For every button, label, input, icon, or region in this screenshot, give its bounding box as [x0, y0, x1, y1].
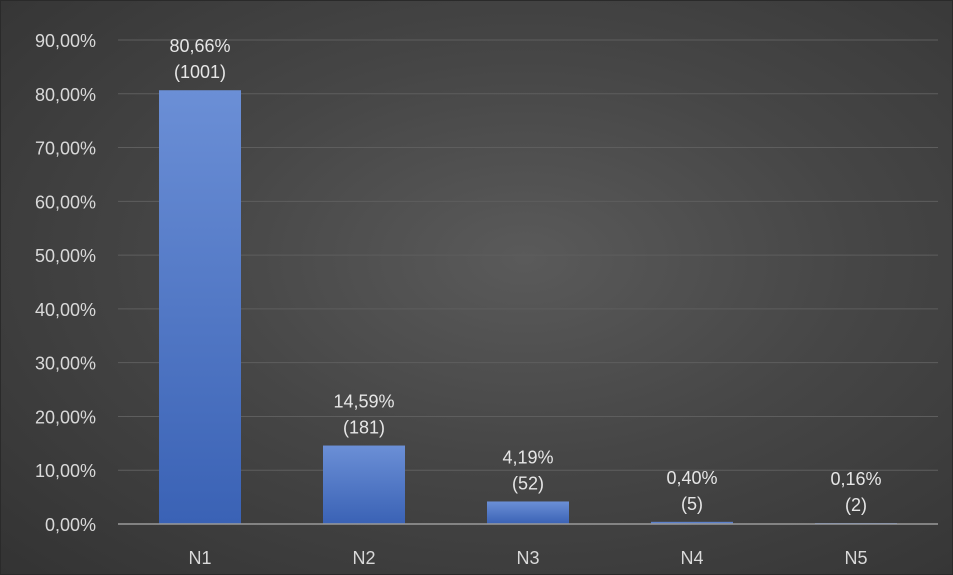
data-label-percent: 4,19%	[502, 447, 553, 467]
x-tick-label: N1	[188, 548, 211, 568]
x-tick-label: N5	[844, 548, 867, 568]
bar-n4	[651, 521, 733, 524]
y-tick-label: 0,00%	[45, 515, 96, 535]
y-tick-label: 90,00%	[35, 31, 96, 51]
data-label-percent: 80,66%	[169, 36, 230, 56]
y-tick-label: 10,00%	[35, 461, 96, 481]
data-label-percent: 14,59%	[333, 392, 394, 412]
y-tick-label: 40,00%	[35, 300, 96, 320]
y-tick-label: 70,00%	[35, 139, 96, 159]
y-tick-label: 50,00%	[35, 246, 96, 266]
data-label-count: (2)	[845, 495, 867, 515]
y-tick-label: 20,00%	[35, 407, 96, 427]
y-tick-label: 80,00%	[35, 85, 96, 105]
data-label-percent: 0,40%	[666, 468, 717, 488]
data-label-percent: 0,16%	[830, 469, 881, 489]
data-label-count: (1001)	[174, 62, 226, 82]
data-label-count: (181)	[343, 418, 385, 438]
bar-n1	[159, 90, 241, 524]
bar-n2	[323, 445, 405, 524]
x-tick-label: N4	[680, 548, 703, 568]
y-tick-label: 30,00%	[35, 354, 96, 374]
data-label-count: (5)	[681, 494, 703, 514]
x-tick-label: N2	[352, 548, 375, 568]
y-tick-label: 60,00%	[35, 192, 96, 212]
x-tick-label: N3	[516, 548, 539, 568]
data-label-count: (52)	[512, 473, 544, 493]
bar-n3	[487, 501, 569, 524]
